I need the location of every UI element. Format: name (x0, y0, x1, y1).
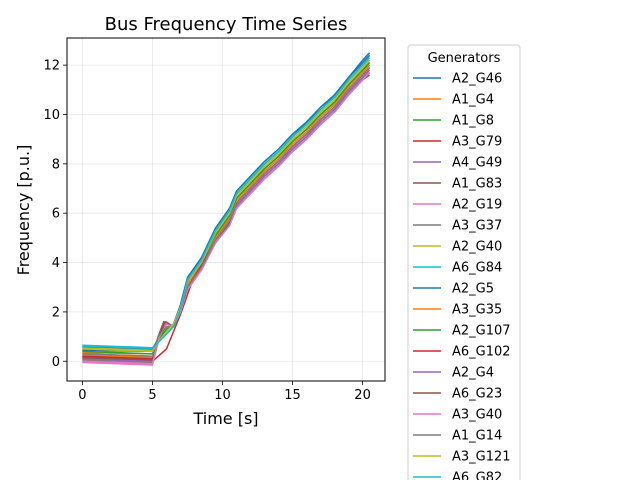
legend-entry-A2_G40: A2_G40 (413, 240, 502, 255)
legend-entry-A3_G37: A3_G37 (413, 219, 502, 234)
legend-entry-A1_G14: A1_G14 (413, 429, 502, 444)
legend-entry-A2_G107: A2_G107 (413, 324, 511, 339)
legend-entry-A6_G102: A6_G102 (413, 345, 511, 360)
legend-entry-A3_G40: A3_G40 (413, 408, 502, 423)
axes-frame (66, 37, 386, 382)
legend-label: A2_G4 (452, 366, 494, 381)
legend-entry-A2_G4: A2_G4 (413, 366, 494, 381)
legend-title: Generators (428, 51, 501, 66)
y-tick-label: 8 (52, 157, 60, 172)
legend-label: A2_G40 (452, 240, 502, 255)
series-line-A3_G121 (82, 59, 371, 353)
legend-entry-A3_G121: A3_G121 (413, 450, 511, 465)
x-tick-label: 20 (354, 388, 371, 403)
legend-label: A1_G83 (452, 177, 502, 192)
series-line-A2_G107 (82, 62, 371, 355)
legend-label: A1_G4 (452, 93, 494, 108)
series-line-A3_G40 (82, 71, 371, 365)
y-tick-label: 4 (52, 256, 60, 271)
legend-label: A6_G102 (452, 345, 511, 360)
x-axis-ticks: 0 5 10 15 20 (78, 381, 371, 403)
legend-entry-A2_G46: A2_G46 (413, 72, 502, 87)
legend-entry-A1_G4: A1_G4 (413, 93, 494, 108)
legend-label: A4_G49 (452, 156, 502, 171)
legend-entry-A3_G79: A3_G79 (413, 135, 502, 150)
legend-label: A3_G37 (452, 219, 502, 234)
x-tick-label: 15 (284, 388, 301, 403)
y-axis-ticks: 0 2 4 6 8 10 12 (43, 59, 67, 370)
legend-label: A3_G35 (452, 303, 502, 318)
y-tick-label: 10 (43, 108, 60, 123)
legend-label: A6_G23 (452, 387, 502, 402)
legend-entry-A2_G5: A2_G5 (413, 282, 494, 297)
legend-label: A1_G14 (452, 429, 502, 444)
legend-entry-A6_G23: A6_G23 (413, 387, 502, 402)
legend-label: A2_G46 (452, 72, 502, 87)
y-tick-label: 12 (43, 59, 60, 74)
legend: Generators A2_G46A1_G4A1_G8A3_G79A4_G49A… (407, 44, 521, 480)
series-line-A6_G82 (82, 57, 371, 350)
legend-label: A1_G8 (452, 114, 494, 129)
series-line-A1_G14 (82, 67, 371, 358)
legend-label: A3_G79 (452, 135, 502, 150)
x-tick-label: 0 (78, 388, 86, 403)
legend-entry-A1_G8: A1_G8 (413, 114, 494, 129)
y-tick-label: 0 (52, 355, 60, 370)
legend-label: A6_G82 (452, 471, 502, 480)
x-tick-label: 5 (148, 388, 156, 403)
legend-label: A2_G5 (452, 282, 494, 297)
legend-entries: A2_G46 A1_G4 A1_G8 A3_G79 A4_G49 A1_G83 A2_G19… (413, 72, 511, 480)
legend-label: A2_G19 (452, 198, 502, 213)
legend-label: A3_G121 (452, 450, 511, 465)
y-tick-label: 6 (52, 207, 60, 222)
legend-entry-A6_G82: A6_G82 (413, 471, 502, 480)
series-lines (82, 52, 371, 366)
legend-entry-A3_G35: A3_G35 (413, 303, 502, 318)
chart-title: Bus Frequency Time Series (105, 14, 348, 35)
legend-label: A3_G40 (452, 408, 502, 423)
legend-entry-A1_G83: A1_G83 (413, 177, 502, 192)
x-tick-label: 10 (214, 388, 231, 403)
legend-entry-A2_G19: A2_G19 (413, 198, 502, 213)
legend-label: A2_G107 (452, 324, 511, 339)
legend-entry-A4_G49: A4_G49 (413, 156, 502, 171)
y-axis-label: Frequency [p.u.] (14, 145, 33, 276)
y-tick-label: 2 (52, 305, 60, 320)
legend-label: A6_G84 (452, 261, 502, 276)
legend-entry-A6_G84: A6_G84 (413, 261, 502, 276)
x-axis-label: Time [s] (192, 409, 258, 428)
